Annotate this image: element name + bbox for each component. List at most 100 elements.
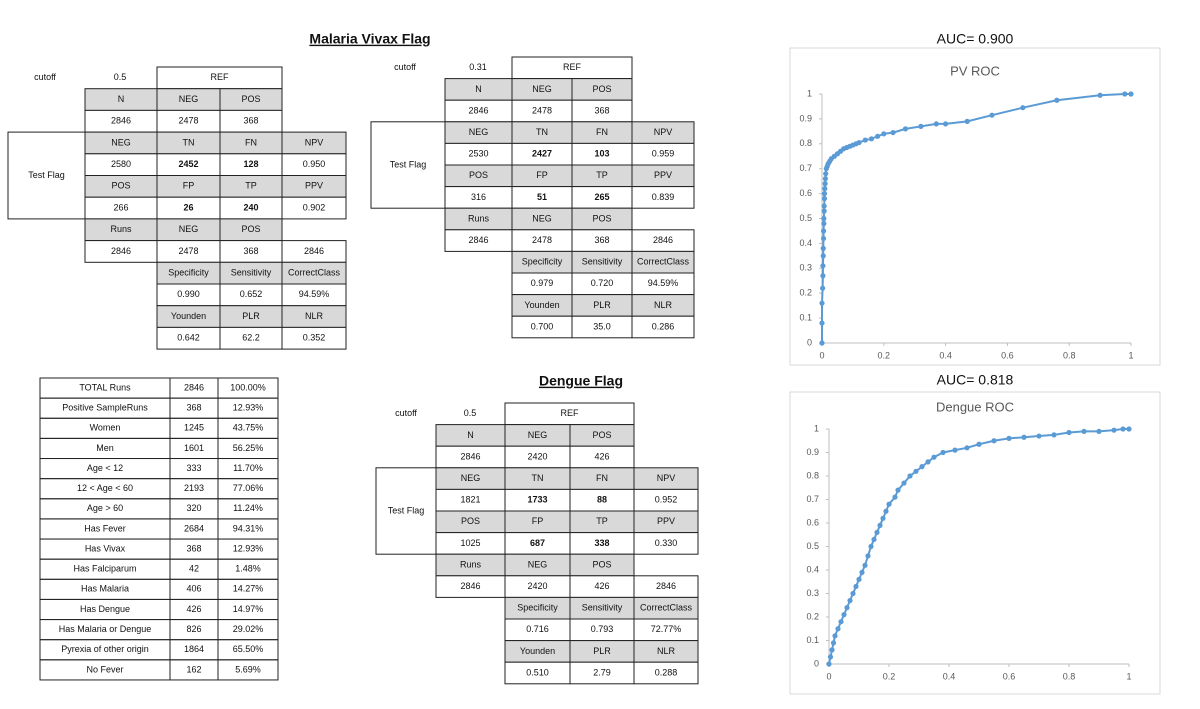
table-cell: 2478: [178, 246, 198, 256]
ref-header: REF: [211, 72, 230, 82]
summary-cell: 826: [186, 624, 201, 634]
table-cell: 1733: [527, 495, 547, 505]
cell-border: [281, 196, 347, 220]
table-cell: Specificity: [522, 257, 563, 267]
x-tick-label: 1: [1128, 350, 1133, 360]
cutoff-label: cutoff: [394, 62, 416, 72]
summary-cell: 42: [189, 564, 199, 574]
table-cell: 240: [243, 202, 258, 212]
cutoff-value: 0.5: [464, 408, 477, 418]
roc-point: [868, 136, 875, 142]
roc-point: [865, 553, 871, 559]
table-cell: 2530: [468, 149, 488, 159]
summary-cell: 11.24%: [233, 503, 263, 513]
table-cell: PLR: [593, 300, 611, 310]
table-cell: 2846: [653, 235, 673, 245]
cell-border: [631, 315, 695, 339]
roc-point: [826, 661, 832, 667]
roc-point: [1020, 105, 1026, 111]
cutoff-value: 0.5: [114, 72, 127, 82]
table-cell: PPV: [305, 181, 323, 191]
table-cell: Younden: [171, 311, 206, 321]
summary-cell: 14.27%: [233, 584, 264, 594]
roc-point: [874, 529, 880, 536]
table-cell: NEG: [532, 84, 552, 94]
table-cell: POS: [461, 516, 480, 526]
table-cell: POS: [111, 181, 130, 191]
table-cell: 2846: [460, 581, 480, 591]
roc-point: [1021, 434, 1027, 440]
y-tick-label: 0.6: [799, 188, 812, 198]
chart-subtitle: PV ROC: [950, 63, 1000, 78]
summary-cell: 162: [186, 664, 201, 674]
summary-cell: No Fever: [86, 664, 123, 674]
table-cell: TP: [596, 170, 608, 180]
table-cell: 426: [594, 451, 609, 461]
table-cell: PLR: [242, 311, 260, 321]
y-tick-label: 0.9: [806, 447, 819, 457]
table-cell: 2846: [111, 116, 131, 126]
table-cell: 368: [594, 105, 609, 115]
roc-point: [890, 129, 896, 136]
roc-point: [1097, 92, 1103, 98]
summary-cell: Has Malaria: [81, 584, 129, 594]
table-cell: PPV: [657, 516, 675, 526]
roc-point: [877, 522, 883, 528]
roc-point: [856, 576, 862, 583]
roc-point: [919, 464, 925, 470]
roc-point: [886, 501, 892, 507]
table-cell: POS: [592, 213, 611, 223]
roc-point: [880, 515, 886, 521]
roc-point: [1122, 91, 1128, 97]
y-tick-label: 0: [807, 337, 812, 347]
table-cell: 1821: [460, 495, 480, 505]
section-title: Dengue Flag: [539, 373, 623, 389]
roc-point: [850, 590, 856, 597]
summary-cell: 29.02%: [233, 624, 264, 634]
roc-point: [821, 220, 827, 227]
roc-point: [964, 118, 970, 124]
side-label: Test Flag: [390, 159, 427, 169]
summary-cell: 2193: [184, 483, 204, 493]
x-tick-label: 0.6: [1003, 671, 1016, 681]
summary-cell: 1601: [184, 443, 204, 453]
table-cell: Specificity: [168, 268, 209, 278]
ref-header: REF: [561, 408, 580, 418]
summary-cell: Women: [90, 423, 121, 433]
table-cell: POS: [592, 84, 611, 94]
x-tick-label: 0.4: [939, 350, 952, 360]
table-cell: 2478: [178, 116, 198, 126]
table-cell: FP: [183, 181, 195, 191]
summary-cell: Has Fever: [84, 523, 126, 533]
y-tick-label: 1: [814, 423, 819, 433]
table-cell: 2846: [656, 581, 676, 591]
table-cell: 265: [594, 192, 609, 202]
table-cell: POS: [241, 224, 260, 234]
table-cell: CorrectClass: [637, 257, 690, 267]
table-cell: 0.330: [655, 538, 678, 548]
y-tick-label: 0.8: [799, 138, 812, 148]
y-tick-label: 0.1: [806, 635, 819, 645]
roc-point: [821, 208, 827, 214]
table-cell: FP: [532, 516, 544, 526]
table-cell: 2452: [178, 159, 198, 169]
chart-title: AUC= 0.818: [937, 372, 1014, 388]
roc-point: [862, 562, 868, 568]
y-tick-label: 0.7: [806, 494, 819, 504]
summary-cell: 77.06%: [233, 483, 264, 493]
table-cell: 2846: [111, 246, 131, 256]
table-cell: 103: [594, 149, 609, 159]
table-cell: 0.352: [303, 333, 326, 343]
summary-cell: 406: [186, 584, 201, 594]
roc-point: [821, 195, 828, 202]
summary-cell: 11.70%: [233, 463, 263, 473]
table-cell: Runs: [460, 559, 482, 569]
roc-point: [940, 449, 946, 456]
table-cell: PPV: [654, 170, 672, 180]
roc-point: [1120, 426, 1126, 432]
table-cell: N: [475, 84, 482, 94]
summary-cell: 12.93%: [233, 403, 264, 413]
y-tick-label: 0.1: [799, 312, 812, 322]
roc-point: [830, 640, 837, 646]
